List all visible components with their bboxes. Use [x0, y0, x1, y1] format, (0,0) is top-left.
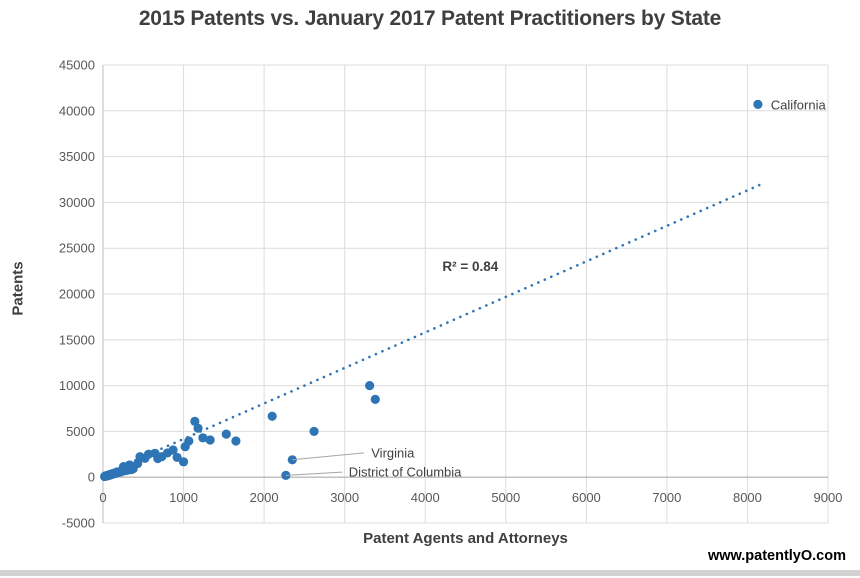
virginia-label: Virginia: [371, 445, 415, 460]
x-tick-label: 9000: [814, 490, 843, 505]
y-tick-label: -5000: [62, 516, 95, 531]
x-tick-label: 4000: [411, 490, 440, 505]
data-point: [370, 394, 380, 404]
x-tick-label: 7000: [652, 490, 681, 505]
data-point: [172, 452, 182, 463]
data-point: [178, 457, 189, 467]
y-tick-label: 15000: [59, 332, 95, 347]
data-point: [231, 436, 241, 446]
x-tick-label: 5000: [491, 490, 520, 505]
watermark: www.patentlyO.com: [707, 548, 846, 564]
x-tick-label: 6000: [572, 490, 601, 505]
x-axis-title: Patent Agents and Attorneys: [363, 530, 568, 547]
data-point: [309, 426, 319, 436]
y-tick-label: 20000: [59, 287, 95, 302]
data-point: [168, 445, 178, 455]
y-tick-label: 30000: [59, 195, 95, 210]
data-point: [184, 436, 194, 446]
x-tick-label: 8000: [733, 490, 762, 505]
y-tick-label: 5000: [66, 424, 95, 439]
data-point: [190, 416, 200, 426]
data-point: [124, 460, 135, 470]
data-point: [267, 411, 277, 421]
data-point: [205, 435, 215, 445]
window-bottom-edge: [0, 570, 860, 576]
x-tick-label: 2000: [250, 490, 279, 505]
y-tick-label: 45000: [59, 58, 95, 73]
y-tick-label: 40000: [59, 103, 95, 118]
plot-area: 0 1000 2000 3000 4000 5000 6000 7000 8000 9000 -50…: [59, 58, 843, 531]
y-tick-label: 25000: [59, 241, 95, 256]
trendline: [101, 183, 761, 476]
x-tick-label: 0: [99, 490, 106, 505]
chart-title: 2015 Patents vs. January 2017 Patent Pra…: [138, 7, 722, 30]
data-point: [198, 433, 208, 443]
california-label: California: [771, 97, 827, 112]
y-tick-label: 0: [88, 470, 95, 485]
data-point: [193, 423, 203, 433]
dc-label: District of Columbia: [349, 465, 462, 480]
x-tick-label: 1000: [169, 490, 198, 505]
data-point: [753, 99, 763, 109]
virginia-label-leader-line: [292, 452, 365, 461]
y-tick-label: 35000: [59, 149, 95, 164]
x-tick-label: 3000: [330, 490, 359, 505]
data-point: [365, 381, 375, 391]
y-axis-title: Patents: [9, 261, 27, 316]
y-tick-label: 10000: [59, 378, 95, 393]
data-point: [221, 429, 231, 439]
dc-label-leader-line: [285, 471, 343, 476]
r-squared-label: R² = 0.84: [442, 259, 498, 274]
